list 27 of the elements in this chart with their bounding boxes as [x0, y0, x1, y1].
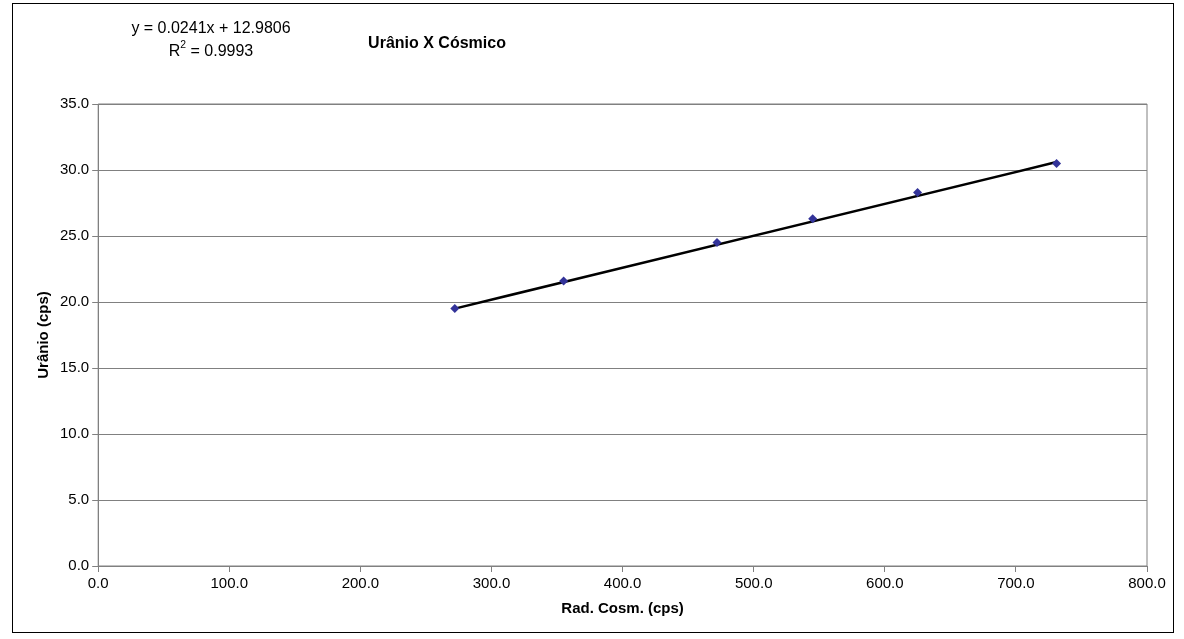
x-tick-label: 700.0 — [997, 574, 1035, 592]
point — [913, 187, 923, 197]
point — [450, 304, 460, 314]
x-tick-label: 400.0 — [603, 574, 642, 592]
y-tick-label: 5.0 — [68, 490, 90, 508]
x-tick-label: 500.0 — [734, 574, 773, 592]
x-tick-label: 0.0 — [87, 574, 109, 592]
y-tick-label: 20.0 — [59, 292, 90, 310]
y-axis-title: Urânio (cps) — [34, 291, 52, 379]
y-tick-label: 25.0 — [59, 226, 90, 244]
x-tick-label: 600.0 — [866, 574, 904, 592]
point — [808, 214, 818, 224]
y-tick-label: 10.0 — [59, 424, 90, 442]
y-tick-label: 30.0 — [59, 160, 90, 178]
y-tick-label: 35.0 — [59, 94, 90, 112]
chart-title: Urânio X Cósmico — [368, 34, 507, 52]
x-tick-label: 300.0 — [472, 574, 511, 592]
x-tick-label: 100.0 — [210, 574, 249, 592]
x-axis-title: Rad. Cosm. (cps) — [561, 599, 684, 617]
point — [559, 276, 569, 286]
y-tick-label: 15.0 — [59, 358, 90, 376]
text: y = 0.0241x + 12.9806 — [131, 19, 291, 37]
point — [1052, 158, 1062, 168]
x-tick-label: 200.0 — [341, 574, 380, 592]
point — [712, 238, 722, 248]
y-tick-label: 0.0 — [68, 556, 90, 574]
x-tick-label: 800.0 — [1128, 574, 1166, 592]
